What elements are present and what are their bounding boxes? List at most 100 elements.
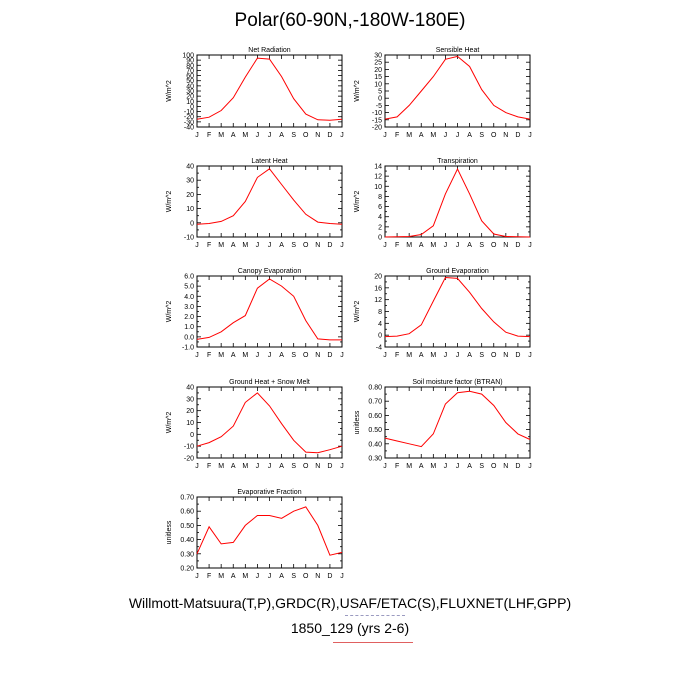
y-tick-label: 30 xyxy=(186,178,194,185)
x-tick-label: N xyxy=(315,242,320,249)
panel-title: Ground Evaporation xyxy=(426,268,489,275)
x-tick-label: M xyxy=(406,132,412,139)
y-tick-label: 40 xyxy=(186,164,194,171)
y-tick-label: 16 xyxy=(374,285,382,292)
y-tick-label: -20 xyxy=(184,456,194,463)
x-tick-label: J xyxy=(444,463,448,470)
x-tick-label: O xyxy=(303,463,309,470)
series-line xyxy=(384,390,531,448)
series-line xyxy=(384,167,531,238)
x-tick-label: A xyxy=(279,352,284,359)
y-tick-label: 30 xyxy=(186,89,194,96)
panel-9: Evaporative Fraction unitless 0.20 0.30 0.40… xyxy=(166,489,344,580)
x-tick-label: M xyxy=(218,132,224,139)
x-tick-label: D xyxy=(515,242,520,249)
y-tick-label: 0.50 xyxy=(368,427,382,434)
x-tick-label: M xyxy=(242,242,248,249)
x-tick-label: M xyxy=(406,352,412,359)
y-tick-label: 0 xyxy=(378,333,382,340)
x-tick-label: J xyxy=(256,352,260,359)
x-tick-label: F xyxy=(207,352,211,359)
y-tick-label: 5.0 xyxy=(184,284,194,291)
x-tick-label: A xyxy=(419,242,424,249)
y-tick-label: 8 xyxy=(378,309,382,316)
panel-title: Latent Heat xyxy=(251,158,287,165)
x-tick-label: O xyxy=(303,132,309,139)
y-axis-label: W/m^2 xyxy=(354,80,361,102)
series-line xyxy=(196,392,343,454)
panel-title: Sensible Heat xyxy=(436,47,480,54)
y-tick-label: 10 xyxy=(186,99,194,106)
x-tick-label: N xyxy=(315,463,320,470)
x-tick-label: A xyxy=(279,242,284,249)
y-tick-label: -20 xyxy=(372,125,382,132)
y-tick-label: 20 xyxy=(186,192,194,199)
x-tick-label: S xyxy=(479,352,484,359)
panel-title: Evaporative Fraction xyxy=(237,489,301,496)
y-axis-label: W/m^2 xyxy=(166,301,173,323)
panel-title: Net Radiation xyxy=(248,47,291,54)
y-tick-label: 4 xyxy=(378,214,382,221)
y-tick-label: 6 xyxy=(378,204,382,211)
y-tick-label: -40 xyxy=(184,125,194,132)
y-tick-label: 100 xyxy=(182,53,194,60)
panel-title: Soil moisture factor (BTRAN) xyxy=(412,379,502,386)
x-tick-label: F xyxy=(395,242,399,249)
y-tick-label: 0.40 xyxy=(368,441,382,448)
y-tick-label: 30 xyxy=(186,396,194,403)
x-tick-label: J xyxy=(256,573,260,580)
x-tick-label: N xyxy=(315,573,320,580)
x-tick-label: J xyxy=(195,132,199,139)
x-tick-label: A xyxy=(467,132,472,139)
y-tick-label: 6.0 xyxy=(184,274,194,281)
y-tick-label: 0 xyxy=(190,432,194,439)
x-tick-label: A xyxy=(419,132,424,139)
y-tick-label: 10 xyxy=(374,81,382,88)
footer-line-2: 1850_129 (yrs 2-6) xyxy=(290,620,410,636)
x-tick-label: J xyxy=(528,352,532,359)
x-tick-label: A xyxy=(231,463,236,470)
x-tick-label: O xyxy=(491,463,497,470)
panel-frame xyxy=(196,54,343,128)
x-tick-label: N xyxy=(315,352,320,359)
series-line xyxy=(196,57,343,121)
y-tick-label: 50 xyxy=(186,78,194,85)
y-tick-label: -5 xyxy=(376,103,382,110)
panel-frame xyxy=(196,275,343,348)
x-tick-label: J xyxy=(195,352,199,359)
y-tick-label: 8 xyxy=(378,194,382,201)
y-tick-label: -30 xyxy=(184,119,194,126)
x-tick-label: J xyxy=(456,463,460,470)
footer-line-1: Willmott-Matsuura(T,P),GRDC(R),USAF/ETAC… xyxy=(128,595,572,611)
x-tick-label: F xyxy=(395,132,399,139)
x-tick-label: F xyxy=(207,463,211,470)
y-tick-label: 10 xyxy=(186,206,194,213)
y-tick-label: 80 xyxy=(186,63,194,70)
x-tick-label: J xyxy=(456,242,460,249)
y-tick-label: 20 xyxy=(186,94,194,101)
x-tick-label: N xyxy=(503,132,508,139)
y-tick-label: 4 xyxy=(378,321,382,328)
y-tick-label: 0 xyxy=(378,96,382,103)
panel-2: Sensible Heat W/m^2 -20-15-10-505101520253… xyxy=(354,47,532,139)
x-tick-label: M xyxy=(242,573,248,580)
x-tick-label: A xyxy=(231,573,236,580)
panel-title: Canopy Evaporation xyxy=(238,268,302,275)
x-tick-label: J xyxy=(195,463,199,470)
x-tick-label: J xyxy=(528,242,532,249)
y-tick-label: 0.50 xyxy=(180,523,194,530)
y-tick-label: 0.80 xyxy=(368,385,382,392)
x-tick-label: F xyxy=(395,352,399,359)
x-tick-label: O xyxy=(303,242,309,249)
x-tick-label: N xyxy=(503,352,508,359)
x-tick-label: D xyxy=(327,352,332,359)
x-tick-label: M xyxy=(218,242,224,249)
y-tick-label: 12 xyxy=(374,174,382,181)
x-tick-label: J xyxy=(528,463,532,470)
x-tick-label: J xyxy=(340,352,344,359)
x-tick-label: A xyxy=(467,352,472,359)
x-tick-label: A xyxy=(231,352,236,359)
x-tick-label: N xyxy=(315,132,320,139)
